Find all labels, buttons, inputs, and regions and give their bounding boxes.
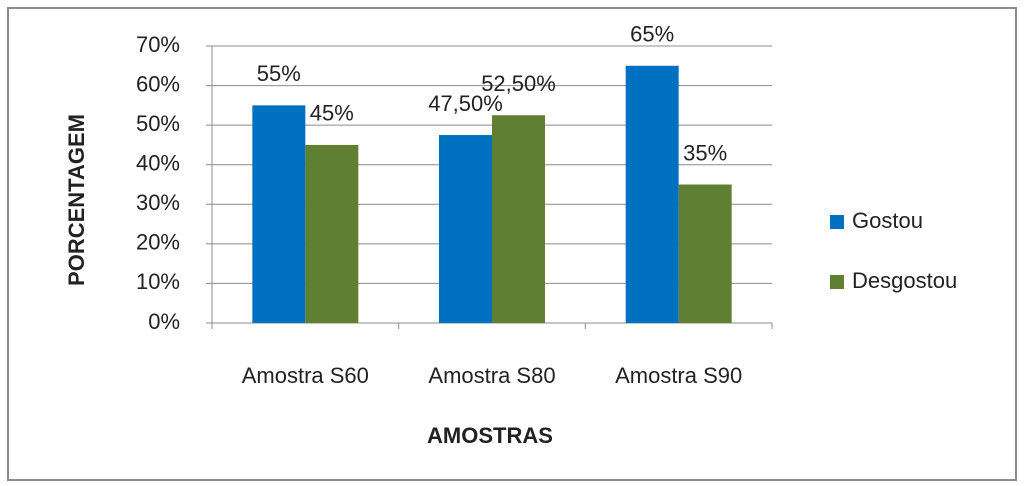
y-axis-title: PORCENTAGEM <box>64 114 89 286</box>
legend-swatch <box>830 275 844 289</box>
bar <box>252 105 306 323</box>
x-tick-label: Amostra S60 <box>242 363 369 388</box>
bar <box>492 115 545 323</box>
value-label: 47,50% <box>428 91 503 116</box>
legend-swatch <box>830 215 844 229</box>
legend-label: Gostou <box>852 208 923 233</box>
bar <box>439 135 492 323</box>
value-label: 52,50% <box>481 71 556 96</box>
x-axis-title: AMOSTRAS <box>427 423 553 448</box>
value-label: 35% <box>683 140 727 165</box>
bar <box>305 144 359 323</box>
y-tick-label: 70% <box>136 32 180 57</box>
value-label: 65% <box>630 22 674 47</box>
legend-label: Desgostou <box>852 268 957 293</box>
y-tick-label: 30% <box>136 190 180 215</box>
value-label: 55% <box>257 61 301 86</box>
x-tick-label: Amostra S90 <box>615 363 742 388</box>
y-tick-label: 0% <box>148 309 180 334</box>
y-tick-label: 20% <box>136 230 180 255</box>
y-tick-label: 10% <box>136 269 180 294</box>
x-tick-label: Amostra S80 <box>428 363 555 388</box>
value-label: 45% <box>310 101 354 126</box>
y-tick-label: 40% <box>136 151 180 176</box>
bar <box>625 65 679 324</box>
y-tick-label: 50% <box>136 111 180 136</box>
y-tick-label: 60% <box>136 71 180 96</box>
bar <box>678 184 732 323</box>
